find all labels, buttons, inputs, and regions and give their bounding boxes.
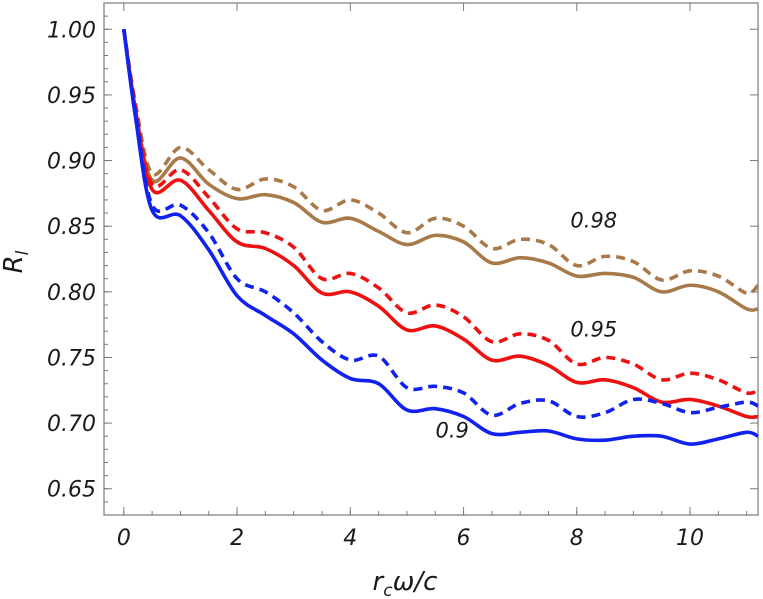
x-tick-label: 2: [230, 526, 244, 551]
series-line-4: [122, 28, 759, 396]
series-group: [122, 28, 760, 446]
y-tick-label: 0.65: [47, 478, 96, 503]
x-tick-label: 6: [457, 526, 471, 551]
y-axis-label: Rl: [0, 250, 33, 273]
y-tick-label: 0.90: [47, 150, 96, 175]
x-tick-label: 4: [343, 526, 357, 551]
y-axis-ticks: 0.65 0.70 0.75 0.80 0.85 0.90 0.95 1.00: [47, 15, 758, 503]
y-tick-label: 0.95: [47, 84, 96, 109]
series-line-5: [122, 29, 759, 446]
plot-frame: [103, 2, 759, 516]
x-axis-label: rcω/c: [373, 567, 438, 599]
series-line-2: [122, 28, 760, 296]
annotations: 0.98 0.95 0.9: [436, 208, 618, 442]
series-line-6: [122, 29, 759, 419]
x-axis-ticks: 0 2 4 6 8 10: [117, 3, 748, 551]
y-tick-label: 0.80: [47, 281, 96, 306]
y-tick-label: 1.00: [47, 18, 96, 43]
curve-annotation: 0.98: [570, 208, 617, 232]
x-tick-label: 0: [117, 526, 131, 551]
series-line-1: [122, 29, 759, 312]
x-tick-label: 10: [676, 526, 704, 551]
curve-annotation: 0.9: [436, 419, 469, 443]
curve-annotation: 0.95: [570, 317, 617, 341]
y-tick-label: 0.70: [47, 412, 96, 437]
series-line-3: [122, 29, 759, 420]
y-tick-label: 0.75: [47, 346, 96, 371]
x-tick-label: 8: [570, 526, 584, 551]
y-tick-label: 0.85: [47, 215, 96, 240]
